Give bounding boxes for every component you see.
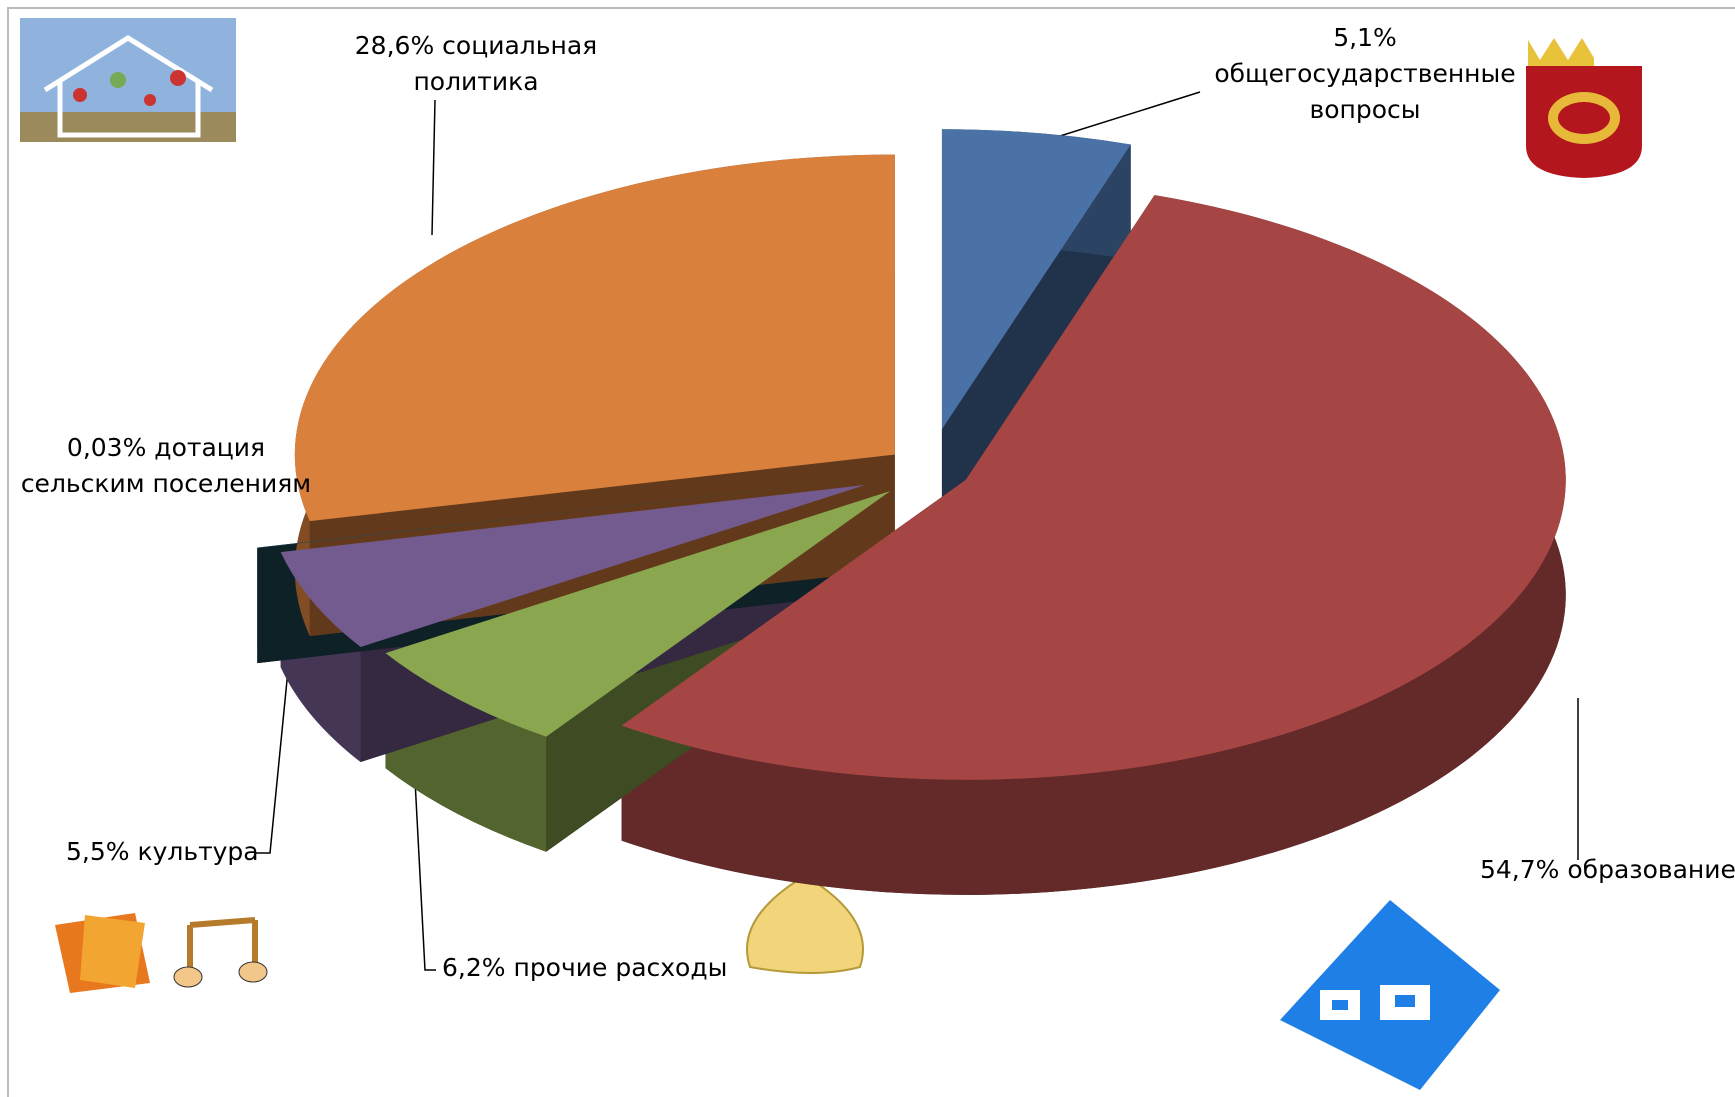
slice: [257, 481, 843, 549]
icon-culture: [55, 913, 268, 993]
value-label: 54,7%: [1480, 855, 1560, 884]
slice: [941, 129, 1131, 430]
category-label: прочие расходы: [513, 953, 728, 982]
slice: [294, 154, 895, 522]
category-label: общегосударственные вопросы: [1214, 59, 1516, 124]
value-label: 5,1%: [1333, 23, 1397, 52]
slice: [280, 484, 866, 648]
slice: [621, 195, 1566, 780]
category-label: образование: [1567, 855, 1735, 884]
label-dotation: 0,03% дотация сельским поселениям: [16, 430, 316, 502]
label-social: 28,6% социальная политика: [326, 28, 626, 100]
label-other: 6,2% прочие расходы: [442, 950, 727, 986]
icon-houses: [1280, 900, 1500, 1090]
category-label: социальная политика: [413, 31, 598, 96]
icon-family-house: [20, 18, 236, 142]
value-label: 6,2%: [442, 953, 506, 982]
leader-line: [255, 669, 289, 854]
category-label: дотация сельским поселениям: [20, 433, 312, 498]
value-label: 28,6%: [354, 31, 435, 60]
category-label: культура: [137, 837, 259, 866]
leader-line: [431, 99, 436, 236]
value-label: 5,5%: [66, 837, 130, 866]
frame: [7, 7, 1735, 1097]
icon-coat-of-arms: [1526, 38, 1642, 178]
slice-side: [621, 195, 1566, 895]
slice-tops: [257, 129, 1566, 780]
leader-line: [414, 779, 436, 971]
label-general: 5,1% общегосударственные вопросы: [1205, 20, 1525, 128]
label-education: 54,7% образование: [1480, 852, 1735, 888]
slice: [385, 490, 891, 737]
value-label: 0,03%: [66, 433, 147, 462]
label-culture: 5,5% культура: [66, 834, 259, 870]
